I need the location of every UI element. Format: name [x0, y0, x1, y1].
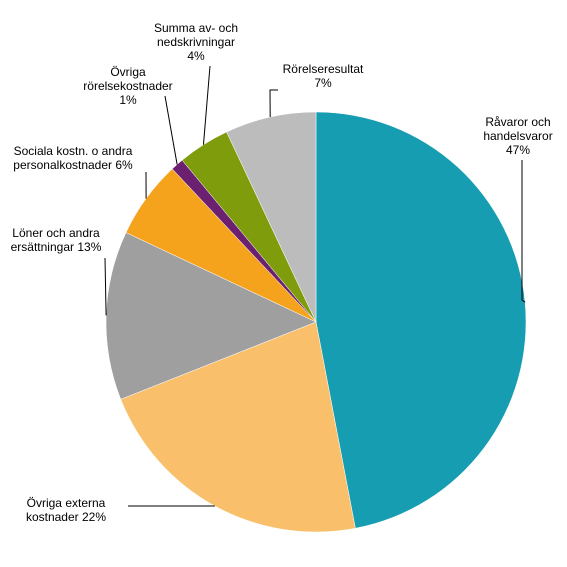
pie-slice	[105, 232, 317, 400]
slice-label: Rörelseresultat 7%	[275, 62, 371, 90]
label-text: 13%	[77, 240, 102, 254]
leader-line	[269, 89, 278, 118]
label-text: 47%	[505, 143, 531, 157]
label-text: 6%	[115, 158, 133, 172]
label-text: Rörelseresultat	[282, 62, 364, 76]
label-text: Övriga externa kostnader	[25, 496, 106, 524]
pie-slice	[120, 321, 356, 533]
leader-line	[521, 160, 526, 303]
slice-label: Råvaror och handelsvaror 47%	[478, 115, 558, 157]
label-text: 7%	[314, 76, 332, 90]
label-text: 4%	[187, 49, 205, 63]
label-text: Summa av- och nedskrivningar	[153, 21, 239, 49]
leader-line	[164, 95, 178, 165]
label-text: Övriga rörelsekostnader	[83, 65, 173, 93]
label-text: Löner och andra ersättningar	[10, 226, 100, 254]
slice-label: Summa av- och nedskrivningar 4%	[150, 21, 242, 63]
label-text: 22%	[82, 510, 107, 524]
label-text: Råvaror och handelsvaror	[483, 115, 553, 143]
leader-line	[202, 65, 211, 145]
slice-label: Löner och andra ersättningar 13%	[2, 226, 110, 254]
label-text: 1%	[119, 93, 137, 107]
pie-slice	[315, 111, 527, 529]
leader-line	[104, 257, 107, 316]
slice-label: Övriga rörelsekostnader 1%	[78, 65, 178, 107]
slice-label: Sociala kostn. o andra personalkostnader…	[2, 144, 144, 172]
slice-label: Övriga externa kostnader 22%	[20, 496, 112, 524]
label-text: Sociala kostn. o andra personalkostnader	[13, 144, 133, 172]
